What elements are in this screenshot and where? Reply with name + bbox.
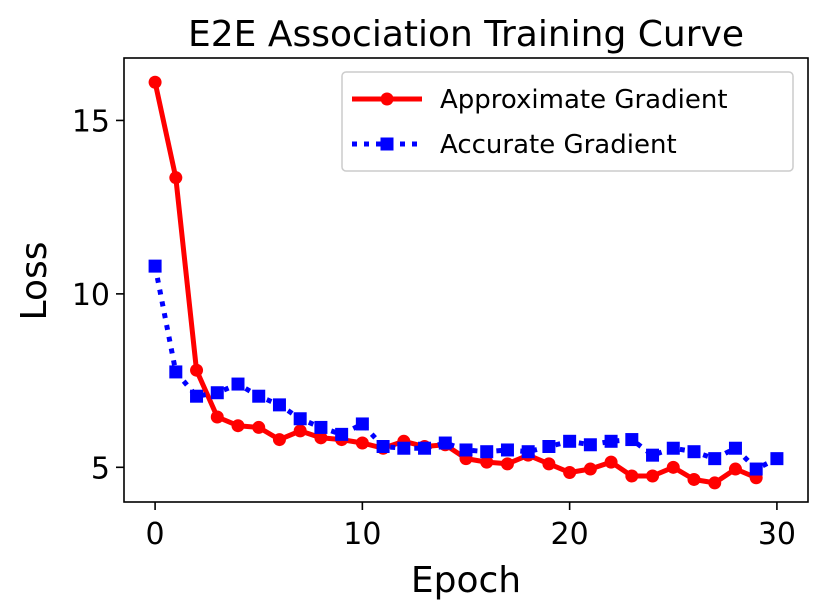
data-point-accurate-13 (418, 441, 432, 455)
data-point-approximate-28 (728, 462, 742, 476)
data-point-accurate-5 (252, 389, 266, 403)
legend-frame (341, 71, 794, 172)
y-tick-label-10: 10 (72, 278, 110, 313)
data-point-accurate-14 (438, 436, 452, 450)
data-point-approximate-19 (542, 457, 556, 471)
x-axis-label: Epoch (411, 560, 521, 601)
data-point-accurate-3 (210, 386, 224, 400)
axes-frame (123, 57, 809, 503)
data-point-accurate-2 (190, 389, 204, 403)
data-point-approximate-8 (314, 431, 328, 445)
data-point-accurate-23 (625, 433, 639, 447)
data-point-accurate-0 (148, 259, 162, 273)
data-point-accurate-16 (480, 445, 494, 459)
data-point-approximate-20 (563, 466, 577, 480)
data-point-accurate-19 (542, 440, 556, 453)
data-point-approximate-7 (293, 424, 307, 438)
y-tick-label-15: 15 (72, 104, 110, 139)
data-point-accurate-26 (687, 445, 701, 459)
data-point-approximate-21 (583, 462, 597, 476)
data-point-accurate-1 (169, 365, 183, 379)
plot-area (123, 57, 809, 503)
x-tick-label-10: 10 (343, 517, 381, 552)
data-point-approximate-6 (272, 433, 286, 447)
data-point-approximate-17 (500, 457, 514, 471)
data-point-approximate-5 (252, 420, 266, 434)
data-point-accurate-29 (749, 462, 763, 476)
data-point-approximate-24 (646, 469, 660, 483)
data-point-approximate-16 (480, 455, 494, 469)
data-point-accurate-27 (708, 452, 722, 466)
data-point-approximate-27 (708, 476, 722, 490)
legend-label-approximate: Approximate Gradient (440, 85, 728, 115)
data-point-accurate-9 (335, 427, 349, 441)
legend-entry-approximate-gradient: Approximate Gradient (352, 85, 728, 115)
legend-label-accurate: Accurate Gradient (440, 130, 677, 160)
data-point-approximate-4 (231, 419, 245, 433)
data-point-accurate-18 (521, 445, 535, 459)
data-point-approximate-1 (169, 171, 183, 185)
y-axis-label: Loss (14, 242, 55, 321)
data-point-accurate-7 (293, 412, 307, 426)
data-point-approximate-26 (687, 472, 701, 486)
data-point-accurate-15 (459, 443, 473, 457)
data-point-approximate-25 (666, 460, 680, 474)
x-tick-label-20: 20 (551, 517, 589, 552)
data-point-accurate-11 (376, 440, 390, 453)
legend: Approximate Gradient Accurate Gradient (341, 71, 794, 172)
data-point-accurate-12 (397, 441, 411, 455)
y-tick-label-5: 5 (91, 451, 110, 486)
data-point-accurate-6 (272, 398, 286, 412)
data-point-accurate-28 (728, 441, 742, 455)
data-point-accurate-21 (583, 438, 597, 452)
data-point-approximate-10 (355, 436, 369, 450)
data-point-accurate-25 (666, 441, 680, 455)
data-point-approximate-3 (210, 410, 224, 424)
data-point-approximate-2 (190, 363, 204, 377)
legend-marker-circle (380, 92, 394, 106)
axis-ticks: 0 10 20 30 5 10 15 (72, 104, 796, 552)
data-point-accurate-8 (314, 420, 328, 434)
series-line-1 (152, 265, 779, 472)
data-point-accurate-24 (646, 448, 660, 462)
data-point-accurate-22 (604, 434, 618, 448)
data-point-approximate-22 (604, 455, 618, 469)
data-point-accurate-17 (500, 443, 514, 457)
data-point-accurate-10 (355, 417, 369, 431)
x-tick-label-30: 30 (758, 517, 796, 552)
legend-entry-accurate-gradient: Accurate Gradient (352, 130, 677, 160)
chart-title: E2E Association Training Curve (188, 14, 744, 55)
data-point-approximate-0 (148, 75, 162, 89)
x-tick-label-0: 0 (146, 517, 165, 552)
data-point-approximate-23 (625, 469, 639, 483)
legend-marker-square (380, 137, 394, 151)
data-point-accurate-20 (563, 434, 577, 448)
data-point-accurate-4 (231, 377, 245, 391)
data-point-accurate-30 (770, 452, 784, 466)
